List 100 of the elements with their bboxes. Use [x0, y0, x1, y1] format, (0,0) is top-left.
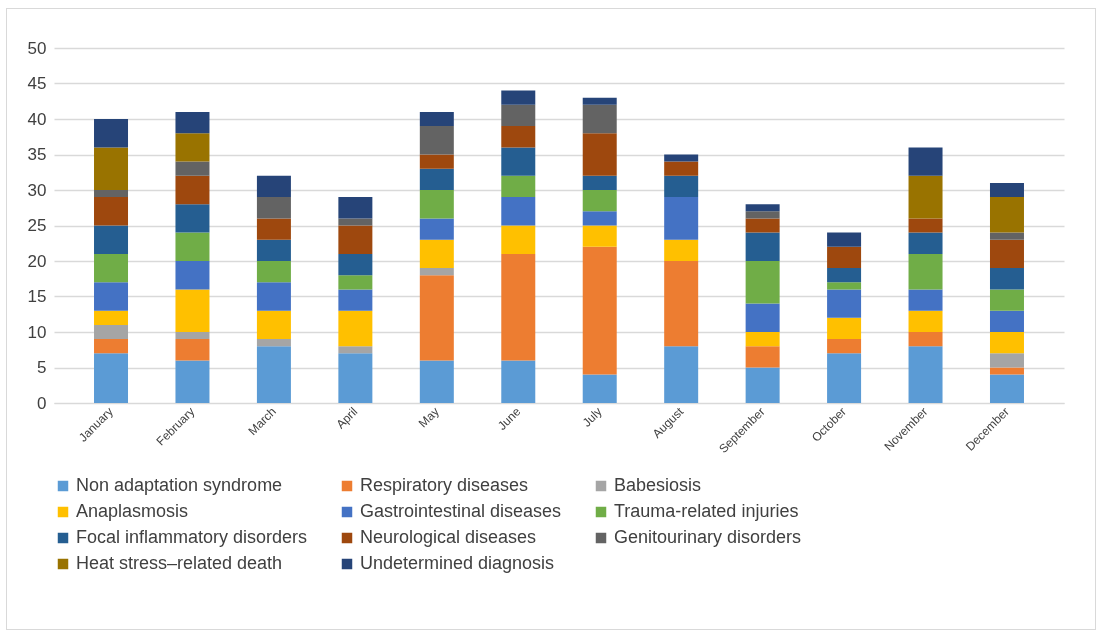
legend-label: Undetermined diagnosis [360, 553, 555, 573]
bar [175, 111, 210, 134]
bar [94, 253, 129, 283]
bar [827, 353, 862, 403]
bar [175, 232, 210, 261]
bar [419, 154, 454, 169]
bar [175, 175, 210, 205]
bar [664, 261, 699, 347]
legend-label: Trauma-related injuries [614, 501, 799, 521]
bar [94, 310, 129, 325]
bar [745, 332, 780, 347]
bar [501, 253, 536, 361]
bar [175, 133, 210, 162]
bar [256, 175, 291, 198]
bar [745, 211, 780, 219]
bar [908, 310, 943, 332]
bar [827, 282, 862, 290]
bar [827, 268, 862, 283]
bar [419, 268, 454, 276]
bar [989, 232, 1024, 240]
bar [175, 261, 210, 290]
bar [175, 339, 210, 361]
bar [256, 282, 291, 311]
legend-label: Genitourinary disorders [614, 527, 802, 547]
bar [989, 374, 1024, 403]
bar [419, 360, 454, 403]
x-tick-label: July [579, 404, 605, 430]
legend-label: Anaplasmosis [76, 501, 189, 521]
bar [256, 239, 291, 261]
bar [419, 190, 454, 219]
bar [582, 133, 617, 176]
bar [175, 161, 210, 176]
bar [338, 253, 373, 276]
bar [501, 104, 536, 127]
bar [908, 346, 943, 403]
y-tick-label: 30 [27, 180, 47, 200]
legend-label: Focal inflammatory disorders [76, 527, 308, 547]
bar [338, 197, 373, 219]
legend-label: Gastrointestinal diseases [360, 501, 562, 521]
bar [419, 126, 454, 155]
y-tick-label: 25 [27, 216, 47, 235]
bar [908, 175, 943, 219]
bar [664, 239, 699, 261]
bar [908, 332, 943, 347]
y-tick-label: 15 [27, 287, 47, 306]
bar [94, 225, 129, 254]
bar [94, 190, 129, 198]
legend-label: Heat stress–related death [76, 553, 283, 573]
bar [256, 197, 291, 219]
bar [338, 218, 373, 226]
bar [989, 332, 1024, 354]
bar [664, 154, 699, 162]
bar [827, 289, 862, 318]
bar [94, 353, 129, 403]
bar [827, 232, 862, 247]
bar [908, 253, 943, 290]
bar [419, 168, 454, 190]
bar [989, 289, 1024, 311]
y-tick-label: 50 [27, 38, 47, 58]
bar [338, 275, 373, 290]
bar [989, 353, 1024, 368]
bar [827, 317, 862, 340]
legend-label: Neurological diseases [360, 527, 537, 547]
bar [745, 204, 780, 212]
bar [94, 324, 129, 340]
bar [338, 225, 373, 254]
x-tick-label: May [415, 404, 442, 431]
bar [908, 147, 943, 176]
y-tick-label: 0 [37, 393, 47, 413]
bar [175, 289, 210, 332]
bar [664, 346, 699, 403]
bar [501, 175, 536, 198]
bar [256, 261, 291, 283]
bar [745, 303, 780, 332]
bar [664, 161, 699, 176]
bar [745, 346, 780, 368]
bar [582, 225, 617, 247]
bar [338, 353, 373, 403]
bar [908, 289, 943, 311]
bar [175, 204, 210, 233]
bar [338, 289, 373, 311]
bar [989, 182, 1024, 198]
bar [582, 97, 617, 105]
bar [745, 218, 780, 233]
bar [501, 197, 536, 226]
bar [582, 374, 617, 403]
bar [256, 339, 291, 347]
bar [989, 310, 1024, 332]
bar [338, 310, 373, 347]
bar [582, 246, 617, 375]
bar [94, 147, 129, 190]
y-tick-label: 35 [27, 145, 47, 164]
y-tick-label: 5 [37, 358, 47, 377]
bar [501, 147, 536, 176]
y-tick-label: 40 [27, 109, 47, 129]
bar [989, 367, 1024, 375]
bar [582, 175, 617, 190]
legend-label: Respiratory diseases [360, 475, 529, 495]
y-tick-label: 45 [27, 74, 47, 93]
bar [582, 190, 617, 212]
